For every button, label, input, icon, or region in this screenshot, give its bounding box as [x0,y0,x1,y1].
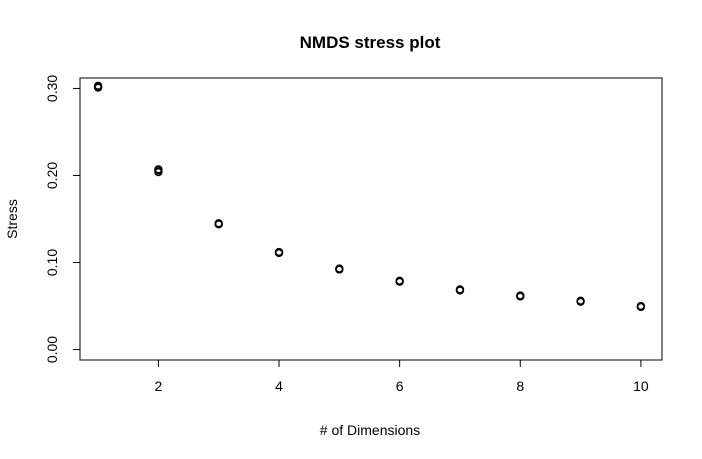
chart-title: NMDS stress plot [300,33,441,52]
data-point [335,264,344,273]
x-tick-label: 8 [516,378,524,394]
y-tick-label: 0.00 [44,336,60,363]
y-axis-label: Stress [4,199,20,239]
data-point [576,296,585,306]
y-tick-label: 0.20 [44,162,60,189]
data-point [274,247,284,257]
x-tick-label: 6 [396,378,404,394]
data-point [455,285,465,294]
data-point [93,81,103,91]
data-point [516,291,525,300]
y-tick-label: 0.30 [44,75,60,102]
data-point [154,165,163,174]
data-point [636,301,646,311]
x-tick-label: 2 [155,378,163,394]
x-axis-label: # of Dimensions [320,422,420,438]
data-points [93,81,646,312]
y-axis: 0.00 0.10 0.20 0.30 [44,75,81,363]
x-axis: 2 4 6 8 10 [155,359,649,394]
x-tick-label: 10 [633,378,649,394]
plot-frame [79,77,663,361]
y-tick-label: 0.10 [44,249,60,276]
data-point [214,219,223,228]
x-tick-label: 4 [275,378,283,394]
data-point [395,276,404,285]
